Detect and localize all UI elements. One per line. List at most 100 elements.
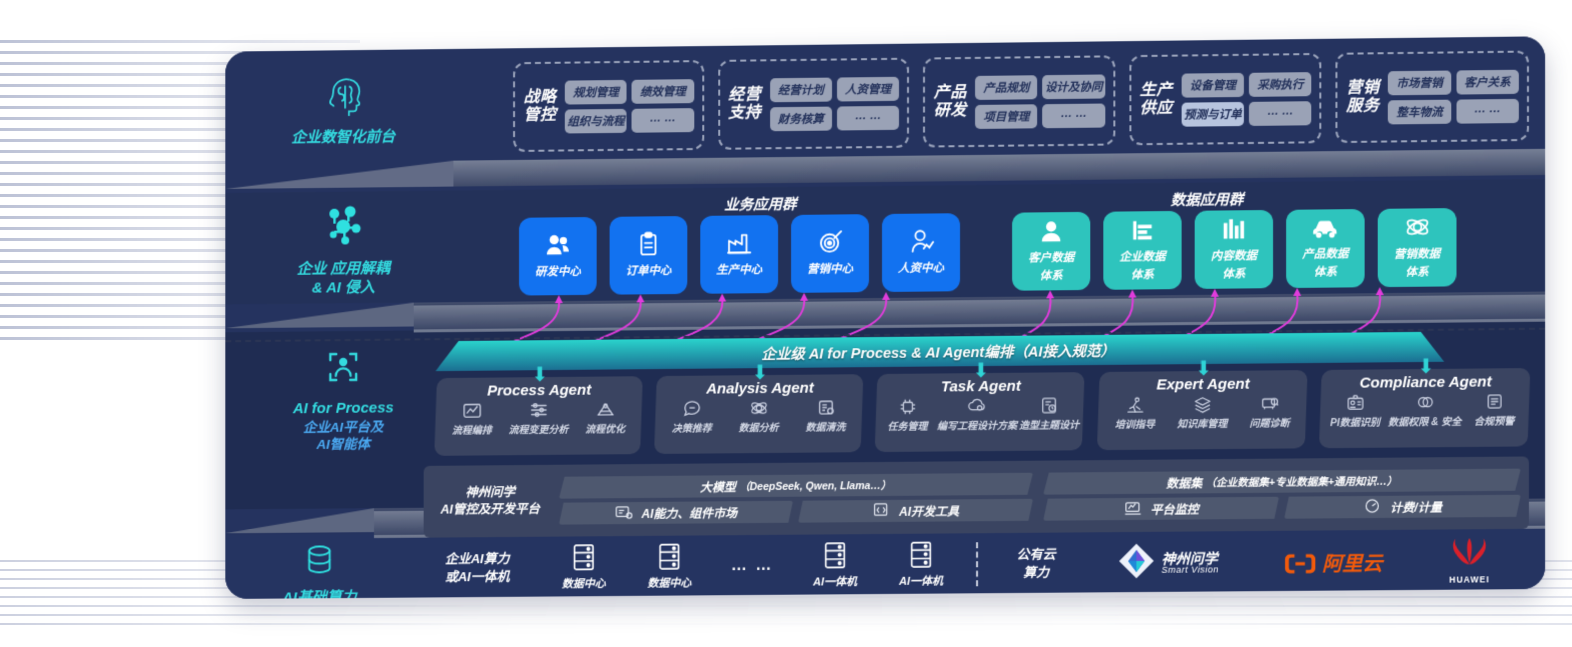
domain-name-line1: 战略 [523, 88, 557, 106]
domain-chip-more[interactable]: … … [631, 107, 694, 133]
agent-card-expert[interactable]: ⬇ Expert Agent 培训指导 知识库管理 问 [1096, 358, 1308, 451]
agent-feature[interactable]: PI数据识别 [1324, 393, 1386, 429]
infra-node-label: 数据中心 [561, 578, 606, 591]
app-card-production[interactable]: 生产中心 [700, 215, 779, 294]
enterprise-compute-line1: 企业AI算力 [444, 551, 510, 567]
agent-feature-label: 合规预警 [1473, 416, 1515, 428]
clock-doc-icon [1040, 396, 1060, 419]
domain-chip[interactable]: 产品规划 [975, 74, 1038, 100]
shelf-wedge-1 [225, 160, 454, 189]
infra-node-label: AI一体机 [898, 575, 944, 588]
platform-cell-billing[interactable]: 计费/计量 [1284, 495, 1521, 519]
domain-chip[interactable]: 预测与订单 [1181, 101, 1244, 127]
smartvision-logo [1116, 540, 1156, 585]
domain-chip-more[interactable]: … … [1042, 103, 1106, 128]
agent-card-compliance[interactable]: ⬇ Compliance Agent PI数据识别 数据权限 & 安全 [1318, 356, 1531, 449]
platform-cell-label: AI能力、组件市场 [641, 505, 738, 521]
chart-box-icon [462, 402, 482, 425]
dataset-bar[interactable]: 数据集 （企业数据集+专业数据集+通用知识…） [1043, 469, 1521, 495]
platform-cell-label: 计费/计量 [1390, 499, 1442, 515]
domain-group[interactable]: 产品 研发 产品规划 设计及协同 项目管理 … … [923, 55, 1116, 148]
domain-group[interactable]: 营销 服务 市场营销 客户关系 整车物流 … … [1335, 50, 1529, 144]
agent-feature[interactable]: 决策推荐 [660, 399, 725, 435]
large-model-bar[interactable]: 大模型 （DeepSeek, Qwen, Llama…） [559, 473, 1033, 499]
domain-chip-more[interactable]: … … [1455, 98, 1519, 124]
domain-chip-more[interactable]: … … [1249, 100, 1312, 126]
domain-chip[interactable]: 经营计划 [769, 77, 832, 102]
infra-node-appliance-2[interactable]: AI一体机 [878, 540, 964, 589]
platform-cell-devtool[interactable]: AI开发工具 [798, 499, 1033, 523]
agent-feature-label: 培训指导 [1114, 419, 1155, 431]
layer-subtitle-line1: 企业AI平台及 [303, 419, 384, 435]
business-apps-title: 业务应用群 [724, 196, 797, 214]
layers-icon [1192, 395, 1212, 418]
domain-chip[interactable]: 市场营销 [1388, 70, 1451, 95]
factory-icon [726, 231, 752, 260]
agent-card-analysis[interactable]: ⬇ Analysis Agent 决策推荐 数据分析 [654, 362, 864, 454]
vendor-smartvision[interactable]: 神州问学 Smart Vision [1082, 540, 1253, 586]
agent-feature[interactable]: 培训指导 [1102, 395, 1167, 431]
agent-feature-label: 知识库管理 [1176, 418, 1227, 431]
agent-feature[interactable]: 数据权限 & 安全 [1388, 393, 1461, 429]
agent-feature[interactable]: 造型主题设计 [1020, 396, 1080, 432]
domain-chip-more[interactable]: … … [836, 105, 900, 130]
infra-node-appliance-1[interactable]: AI一体机 [792, 541, 878, 590]
layer-label-front-office: 企业数智化前台 [249, 71, 437, 149]
agent-card-task[interactable]: ⬇ Task Agent 任务管理 编写工程设计方案 [875, 360, 1086, 453]
data-card-enterprise[interactable]: 企业数据 体系 [1103, 210, 1182, 290]
agent-card-process[interactable]: ⬇ Process Agent 流程编排 流程变更分析 [434, 364, 644, 456]
agent-feature[interactable]: 编写工程设计方案 [938, 397, 1018, 433]
platform-cell-monitor[interactable]: 平台监控 [1043, 497, 1279, 521]
domain-chip[interactable]: 整车物流 [1388, 99, 1451, 124]
domain-chip[interactable]: 设计及协同 [1042, 73, 1106, 99]
agent-feature[interactable]: 数据分析 [726, 399, 791, 435]
domain-chip[interactable]: 财务核算 [769, 106, 832, 131]
agent-feature[interactable]: 流程优化 [573, 400, 638, 436]
domain-group[interactable]: 生产 供应 设备管理 采购执行 预测与订单 … … [1129, 52, 1322, 146]
shelf-wedge-3 [225, 508, 375, 534]
domain-chip[interactable]: 规划管理 [564, 79, 627, 105]
data-card-customer[interactable]: 客户数据 体系 [1012, 211, 1091, 291]
domain-chip[interactable]: 人资管理 [836, 76, 900, 102]
domain-groups-row: 战略 管控 规划管理 绩效管理 组织与流程 … … 经营 支持 [513, 50, 1529, 153]
large-model-subtitle: （DeepSeek, Qwen, Llama…） [739, 479, 892, 493]
vendor-aliyun[interactable]: 阿里云 [1253, 546, 1414, 576]
platform-cell-market[interactable]: AI能力、组件市场 [559, 501, 793, 525]
large-model-title: 大模型 [699, 479, 736, 495]
cloud-gear-icon [968, 397, 988, 420]
atom-icon [1404, 215, 1429, 245]
vendor-huawei[interactable]: HUAWEI [1414, 536, 1525, 585]
dataset-subtitle: （企业数据集+专业数据集+通用知识…） [1205, 475, 1398, 489]
agent-feature[interactable]: 流程编排 [439, 401, 504, 437]
infra-node-datacenter-1[interactable]: 数据中心 [541, 543, 627, 592]
platform-name: 神州问学 AI管控及开发平台 [432, 483, 549, 519]
public-cloud-label: 公有云 算力 [990, 547, 1082, 581]
domain-group[interactable]: 经营 支持 经营计划 人资管理 财务核算 … … [717, 57, 910, 150]
platform-cell-label: AI开发工具 [898, 503, 960, 519]
agent-feature-label: 流程优化 [585, 424, 626, 436]
app-card-marketing[interactable]: 营销中心 [791, 214, 870, 293]
agent-feature[interactable]: 知识库管理 [1169, 395, 1234, 431]
domain-chip[interactable]: 客户关系 [1455, 69, 1519, 95]
domain-chip[interactable]: 组织与流程 [564, 108, 627, 133]
agent-feature[interactable]: 数据清洗 [793, 398, 858, 434]
infra-node-datacenter-2[interactable]: 数据中心 [627, 542, 713, 591]
domain-group[interactable]: 战略 管控 规划管理 绩效管理 组织与流程 … … [513, 60, 704, 153]
domain-chip[interactable]: 绩效管理 [631, 78, 694, 104]
data-card-content[interactable]: 内容数据 体系 [1194, 209, 1274, 289]
users-icon [545, 233, 571, 262]
app-card-order[interactable]: 订单中心 [609, 216, 688, 295]
domain-chip[interactable]: 采购执行 [1249, 71, 1312, 97]
agent-feature[interactable]: 问题诊断 [1237, 394, 1302, 430]
domain-chip[interactable]: 设备管理 [1181, 72, 1244, 98]
domain-chip[interactable]: 项目管理 [975, 103, 1038, 129]
training-icon [1124, 396, 1144, 419]
agent-feature[interactable]: 任务管理 [880, 398, 935, 433]
layer-title: AI for Process [292, 399, 394, 418]
agent-feature[interactable]: 合规预警 [1463, 392, 1525, 428]
data-card-product[interactable]: 产品数据 体系 [1286, 208, 1365, 289]
agent-feature[interactable]: 流程变更分析 [506, 401, 571, 436]
app-card-rd[interactable]: 研发中心 [519, 216, 597, 296]
vendor-name-en: Smart Vision [1161, 563, 1219, 575]
app-card-hr[interactable]: 人资中心 [882, 213, 961, 292]
